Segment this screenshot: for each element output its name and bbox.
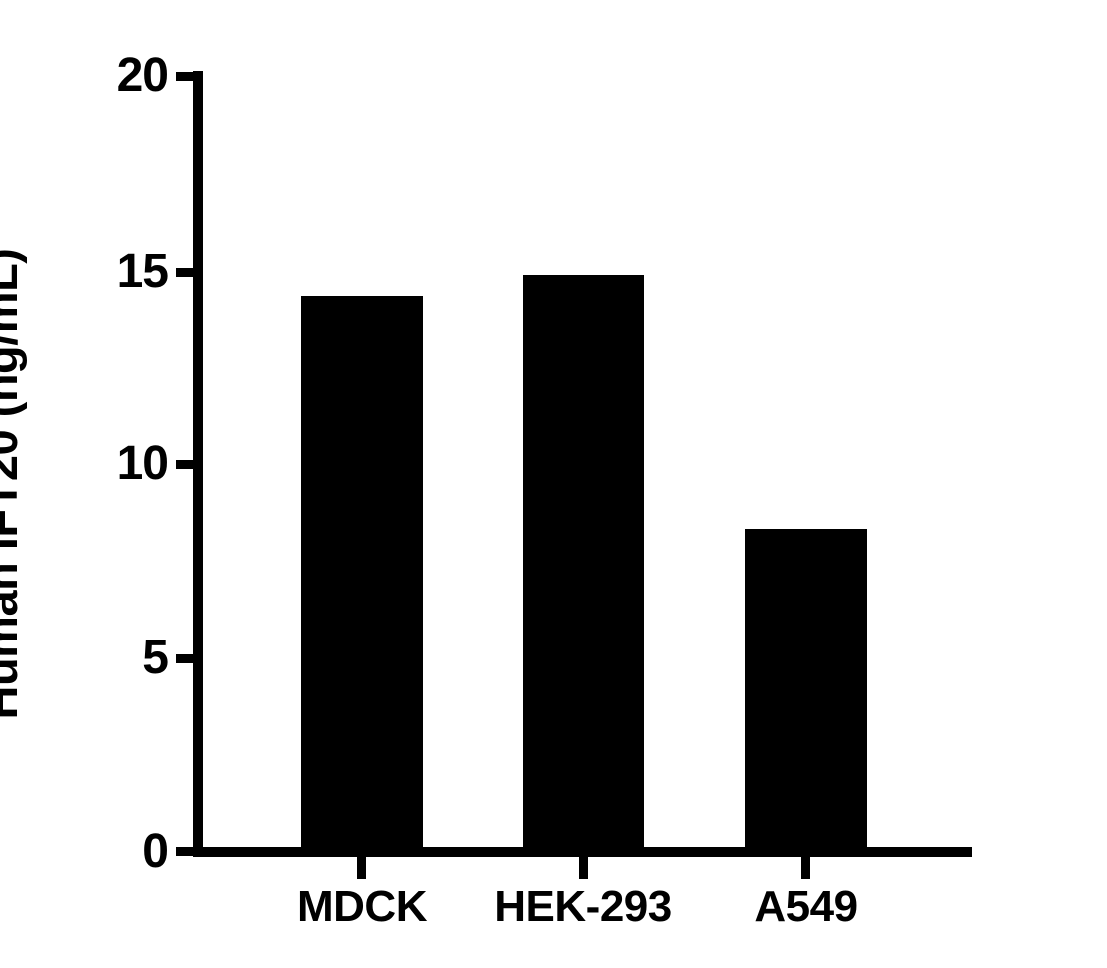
y-tick-label-5: 5 bbox=[142, 631, 169, 684]
x-tick-mark-hek-293 bbox=[579, 852, 588, 879]
y-axis-line bbox=[193, 71, 203, 857]
y-tick-label-15-wrap: 15 bbox=[0, 245, 169, 298]
y-tick-label-0-wrap: 0 bbox=[0, 825, 169, 878]
bar-hek-293 bbox=[523, 275, 644, 852]
x-tick-label-a549: A549 bbox=[754, 882, 858, 931]
y-tick-label-5-wrap: 5 bbox=[0, 631, 169, 684]
y-tick-label-10: 10 bbox=[116, 437, 169, 490]
y-tick-mark-5 bbox=[176, 654, 198, 663]
y-tick-label-0: 0 bbox=[142, 825, 169, 878]
x-tick-mark-mdck bbox=[357, 852, 366, 879]
bar-mdck bbox=[301, 296, 423, 852]
y-tick-label-10-wrap: 10 bbox=[0, 437, 169, 490]
x-tick-label-hek-293: HEK-293 bbox=[494, 882, 672, 931]
y-tick-mark-15 bbox=[176, 268, 198, 277]
y-tick-mark-20 bbox=[176, 72, 198, 81]
y-tick-label-15: 15 bbox=[116, 245, 169, 298]
y-tick-label-20: 20 bbox=[116, 49, 169, 102]
y-tick-mark-10 bbox=[176, 460, 198, 469]
y-tick-mark-0 bbox=[176, 847, 198, 856]
x-tick-mark-a549 bbox=[801, 852, 810, 879]
bar-a549 bbox=[745, 529, 867, 852]
y-tick-label-20-wrap: 20 bbox=[0, 49, 169, 102]
x-tick-label-mdck: MDCK bbox=[297, 882, 427, 931]
